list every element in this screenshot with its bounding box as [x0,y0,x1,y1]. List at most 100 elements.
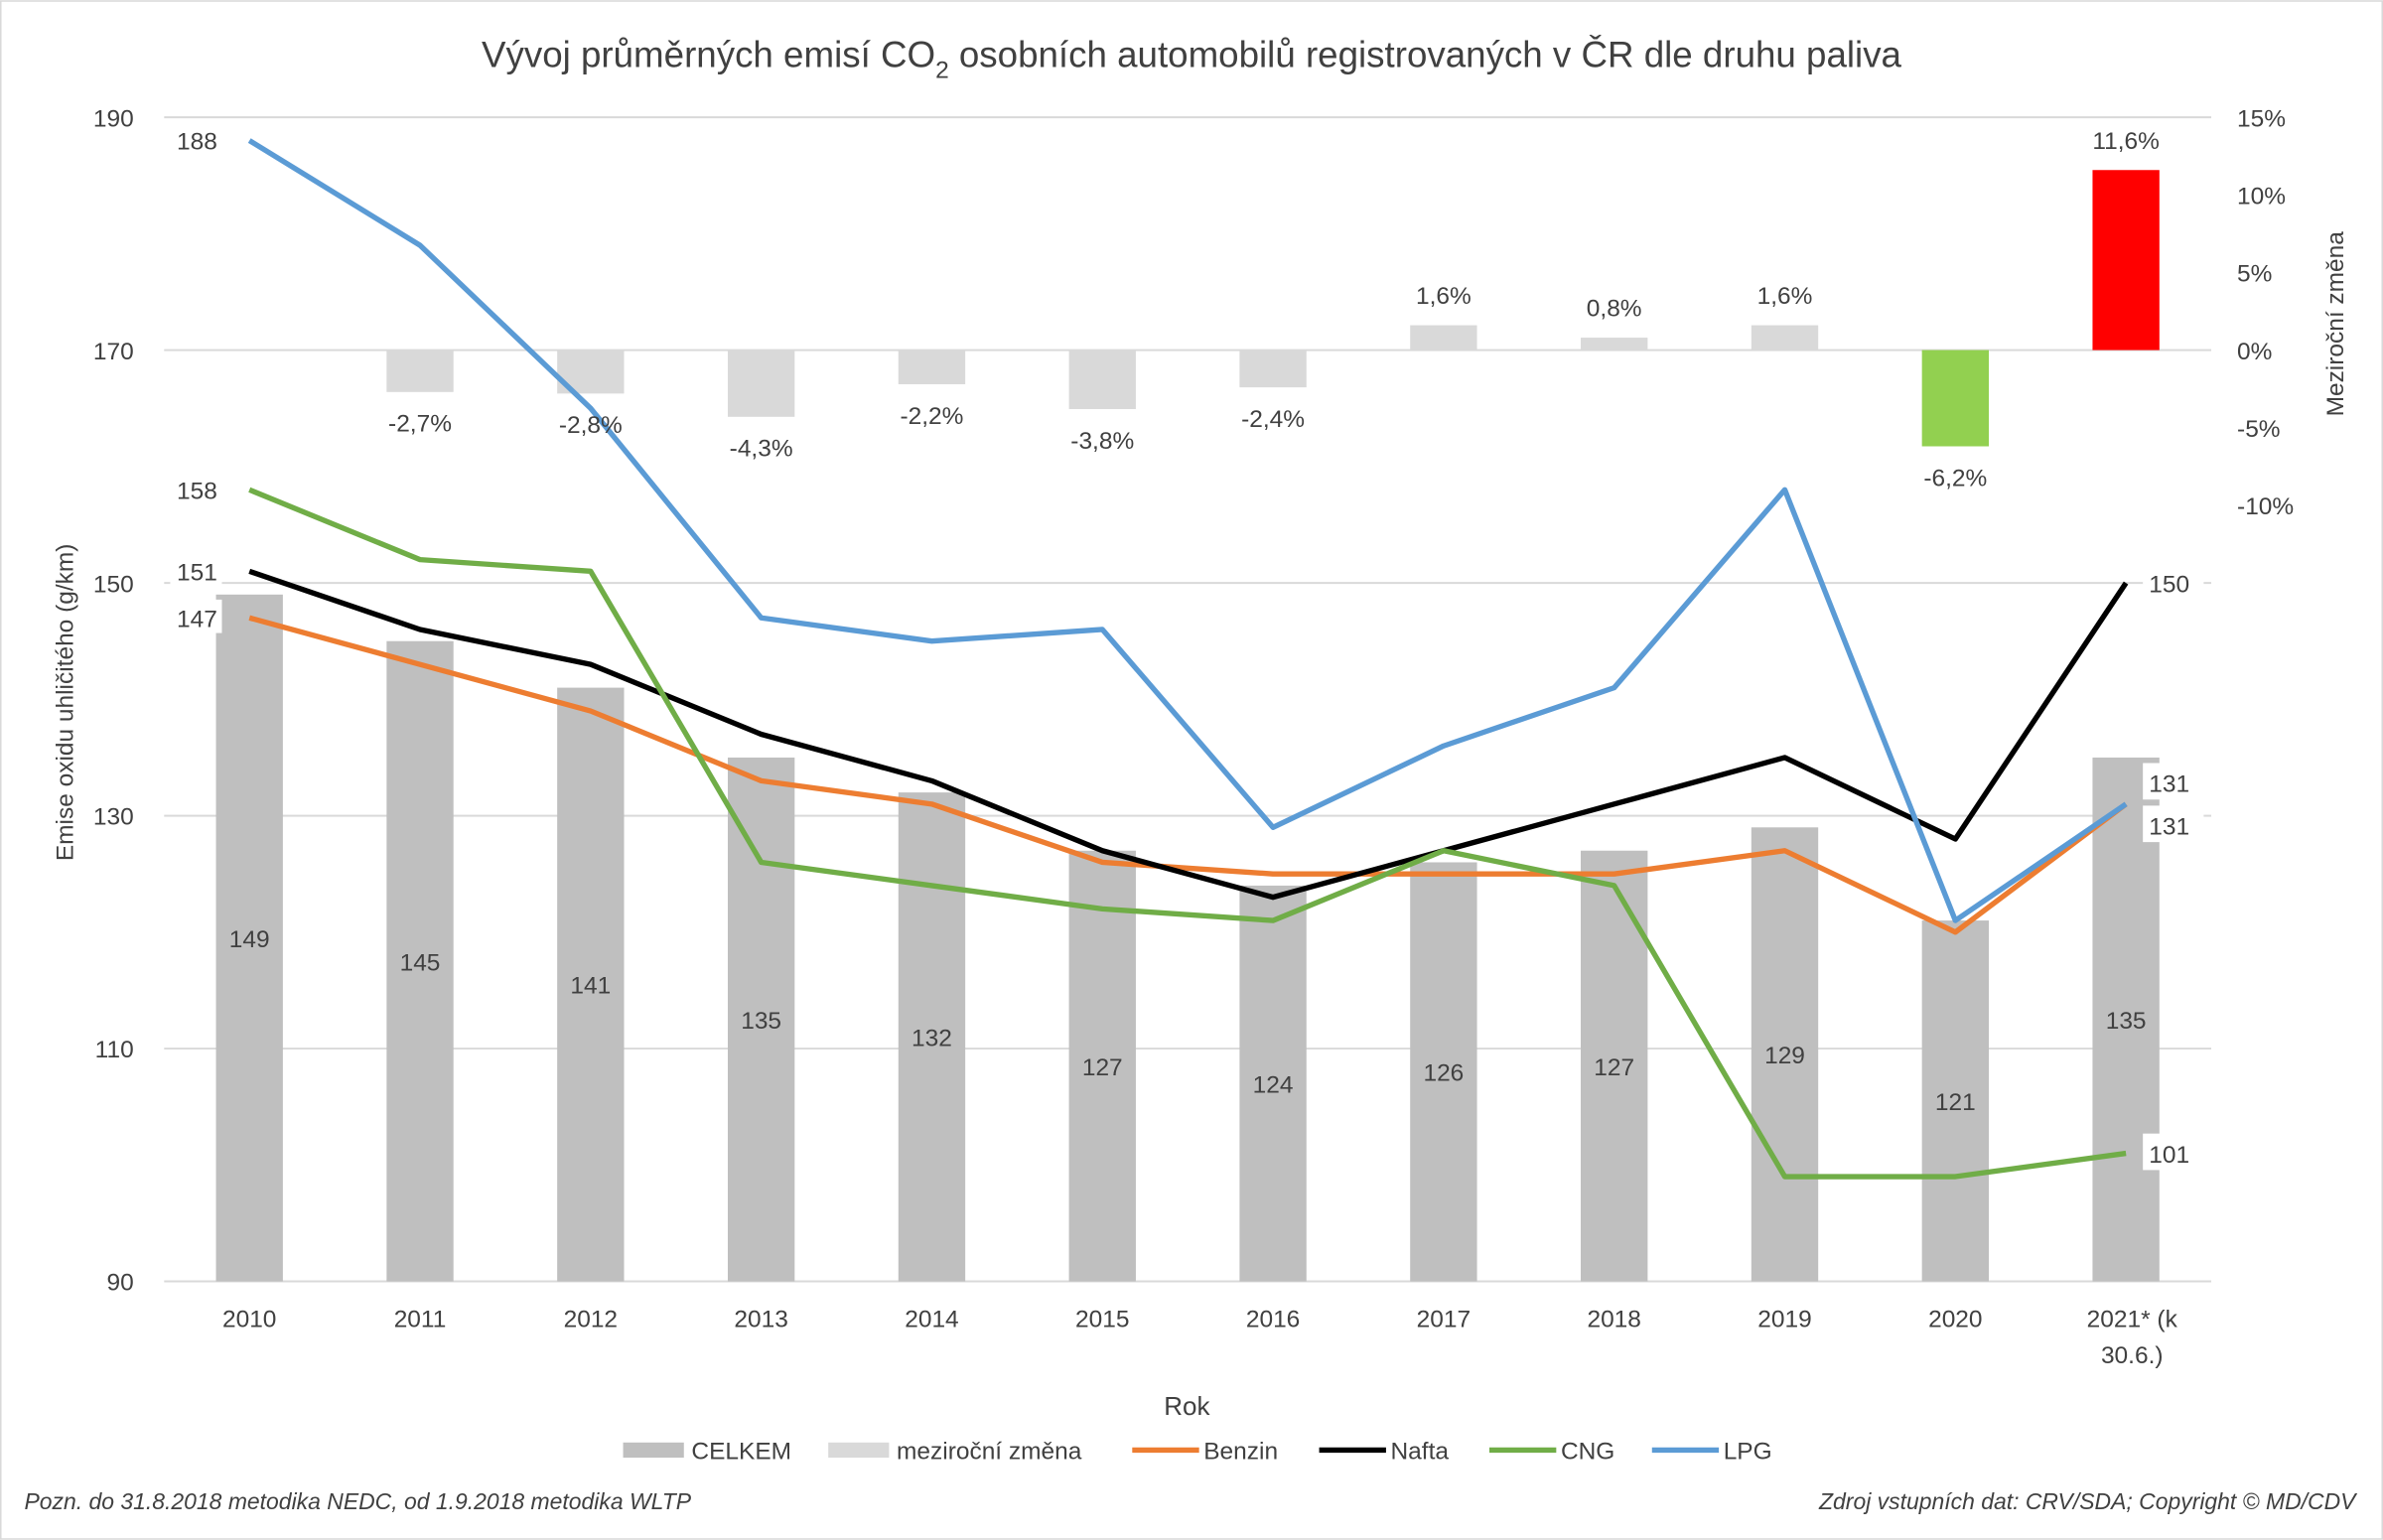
y-tick-label: 130 [93,804,134,831]
nafta-start-label: 151 [177,560,217,587]
celkem-bar-label: 127 [1594,1054,1634,1081]
change-bar [1068,350,1136,409]
x-tick-label: 2012 [564,1306,618,1332]
y-right-tick-label: 15% [2237,105,2286,132]
lpg-end-label: 131 [2149,771,2189,798]
change-bar [1410,325,1477,350]
y-axis-right-title: Meziroční změna [2322,231,2349,417]
x-tick-label: 2010 [222,1306,276,1332]
change-label: 1,6% [1757,283,1813,310]
celkem-bar [1068,850,1136,1282]
celkem-bar [1410,862,1477,1282]
celkem-bar-label: 121 [1935,1089,1976,1116]
change-bar [1751,325,1819,350]
x-tick-label: 2020 [1928,1306,1982,1332]
label-bg [170,122,222,156]
change-label: -2,7% [388,411,452,438]
nafta-line [248,568,2129,901]
footer-source: Zdroj vstupních dat: CRV/SDA; Copyright … [1818,1488,2358,1514]
change-bar [898,350,966,384]
y-right-tick-label: -10% [2237,493,2294,520]
celkem-bar [1751,827,1819,1282]
legend-label: LPG [1724,1439,1772,1466]
x-tick-label: 2018 [1587,1306,1640,1332]
cng-line [248,487,2127,1180]
x-tick-label: 2019 [1757,1306,1811,1332]
celkem-bar [215,594,283,1282]
legend: CELKEM meziroční změna Benzin Nafta CNG LPG [623,1439,1772,1466]
y-right-tick-label: 5% [2237,261,2272,288]
celkem-bar-label: 124 [1253,1071,1294,1098]
label-bg [2143,805,2204,843]
label-bg [170,599,222,633]
change-bar [386,350,454,392]
celkem-bar [2092,757,2160,1282]
y-tick-label: 110 [95,1037,134,1063]
celkem-bar-label: 135 [2106,1008,2147,1035]
celkem-bar [1239,885,1307,1282]
celkem-bar-label: 127 [1082,1054,1123,1081]
celkem-bar-label: 132 [911,1026,952,1052]
celkem-bar [727,757,795,1282]
change-label: -2,8% [559,412,623,439]
change-label: -4,3% [730,436,793,463]
change-label: -2,4% [1241,406,1305,433]
change-label: -6,2% [1923,465,1987,491]
legend-label: meziroční změna [897,1439,1082,1466]
cng-end-label: 101 [2149,1142,2189,1169]
y-right-tick-label: 10% [2237,183,2286,210]
lpg-line [247,138,2128,923]
celkem-bar [898,792,966,1282]
y-tick-label: 170 [93,339,134,365]
change-bar [2092,170,2160,350]
label-bg [2143,563,2204,600]
celkem-bar-label: 149 [229,926,270,953]
legend-swatch [623,1442,684,1459]
y-tick-label: 90 [106,1270,133,1297]
change-bar [1239,350,1307,388]
celkem-bar-label: 135 [741,1008,781,1035]
celkem-bar [557,687,625,1282]
lpg-start-label: 188 [177,129,217,156]
footer-note: Pozn. do 31.8.2018 metodika NEDC, od 1.9… [24,1488,691,1514]
label-bg [2143,763,2204,800]
celkem-bar [386,640,454,1282]
celkem-bar-label: 141 [570,973,611,1000]
celkem-bar [1921,920,1989,1282]
benzin-start-label: 147 [177,606,217,632]
x-tick-label: 2016 [1246,1306,1300,1332]
y-axis-title: Emise oxidu uhličitého (g/km) [52,544,78,862]
x-tick-label: 2021* (k [2087,1306,2178,1332]
y-right-tick-label: -5% [2237,416,2281,443]
change-label: 11,6% [2092,128,2160,155]
x-tick-label: 2014 [905,1306,958,1332]
change-label: -2,2% [900,403,963,430]
x-tick-label: 2011 [394,1306,447,1332]
label-bg [170,471,222,505]
legend-label: Nafta [1391,1439,1450,1466]
change-bar [1581,338,1648,350]
nafta-end-label: 150 [2149,571,2189,598]
x-tick-label: 2017 [1417,1306,1471,1332]
chart-title: Vývoj průměrných emisí CO2 osobních auto… [482,35,1902,84]
celkem-bar-label: 145 [400,949,441,976]
celkem-bar-label: 126 [1423,1060,1464,1087]
x-tick-label: 30.6.) [2101,1342,2164,1369]
y-tick-label: 150 [93,571,134,598]
label-bg [2143,1133,2204,1171]
legend-swatch [828,1442,890,1459]
cng-start-label: 158 [177,478,217,504]
change-label: -3,8% [1070,428,1134,455]
benzin-line [248,615,2128,935]
label-bg [170,552,222,587]
change-label: 0,8% [1587,296,1642,323]
celkem-bar-label: 129 [1764,1043,1805,1069]
x-tick-label: 2015 [1075,1306,1129,1332]
legend-label: Benzin [1203,1439,1278,1466]
x-axis-title: Rok [1164,1391,1210,1421]
benzin-end-label: 131 [2149,813,2189,840]
change-bar [1921,350,1989,447]
legend-label: CNG [1561,1439,1614,1466]
